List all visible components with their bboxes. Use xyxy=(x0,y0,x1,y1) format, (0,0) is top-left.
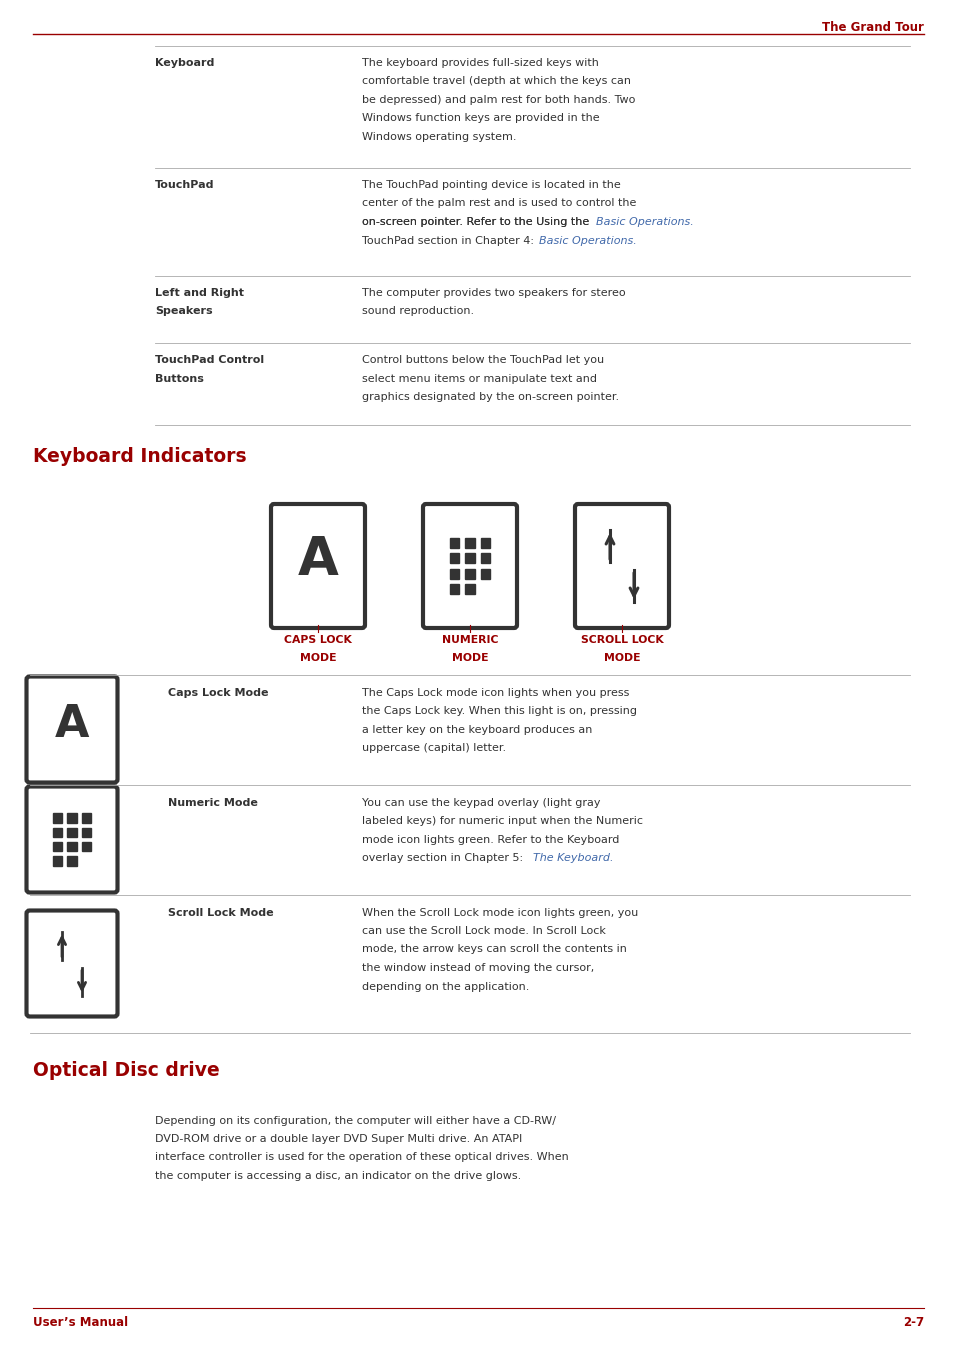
Bar xyxy=(68,857,76,866)
Text: comfortable travel (depth at which the keys can: comfortable travel (depth at which the k… xyxy=(361,77,630,86)
Text: Caps Lock Mode: Caps Lock Mode xyxy=(168,688,268,697)
Text: be depressed) and palm rest for both hands. Two: be depressed) and palm rest for both han… xyxy=(361,95,635,105)
Text: a letter key on the keyboard produces an: a letter key on the keyboard produces an xyxy=(361,724,592,735)
Bar xyxy=(449,569,459,578)
Text: select menu items or manipulate text and: select menu items or manipulate text and xyxy=(361,373,597,384)
Bar xyxy=(53,828,62,838)
FancyBboxPatch shape xyxy=(27,911,117,1016)
Text: the computer is accessing a disc, an indicator on the drive glows.: the computer is accessing a disc, an ind… xyxy=(154,1171,520,1181)
Text: Keyboard Indicators: Keyboard Indicators xyxy=(33,447,247,466)
Text: uppercase (capital) letter.: uppercase (capital) letter. xyxy=(361,743,506,753)
Text: A: A xyxy=(54,703,90,746)
Text: Depending on its configuration, the computer will either have a CD-RW/: Depending on its configuration, the comp… xyxy=(154,1116,556,1125)
Text: Left and Right: Left and Right xyxy=(154,288,244,299)
Bar xyxy=(53,813,62,823)
Text: TouchPad: TouchPad xyxy=(154,180,214,190)
Bar xyxy=(464,569,475,578)
Text: 2-7: 2-7 xyxy=(902,1316,923,1329)
Text: NUMERIC: NUMERIC xyxy=(441,635,497,644)
FancyBboxPatch shape xyxy=(271,504,365,628)
Text: The TouchPad pointing device is located in the: The TouchPad pointing device is located … xyxy=(361,180,620,190)
FancyBboxPatch shape xyxy=(422,504,517,628)
Text: DVD-ROM drive or a double layer DVD Super Multi drive. An ATAPI: DVD-ROM drive or a double layer DVD Supe… xyxy=(154,1133,521,1144)
Text: The Caps Lock mode icon lights when you press: The Caps Lock mode icon lights when you … xyxy=(361,688,629,697)
Text: graphics designated by the on-screen pointer.: graphics designated by the on-screen poi… xyxy=(361,392,618,403)
Bar xyxy=(449,554,459,563)
Text: CAPS LOCK: CAPS LOCK xyxy=(284,635,352,644)
Bar xyxy=(464,554,475,563)
Bar xyxy=(53,857,62,866)
Text: on-screen pointer. Refer to the Using the: on-screen pointer. Refer to the Using th… xyxy=(361,218,589,227)
Text: Basic Operations.: Basic Operations. xyxy=(538,235,636,246)
Text: depending on the application.: depending on the application. xyxy=(361,981,529,992)
Text: Buttons: Buttons xyxy=(154,373,204,384)
FancyBboxPatch shape xyxy=(27,677,117,782)
Text: The Keyboard.: The Keyboard. xyxy=(533,852,613,863)
Text: MODE: MODE xyxy=(603,653,639,662)
Bar xyxy=(82,828,91,838)
Bar xyxy=(82,842,91,851)
Text: MODE: MODE xyxy=(452,653,488,662)
Text: TouchPad Control: TouchPad Control xyxy=(154,355,264,365)
Text: the Caps Lock key. When this light is on, pressing: the Caps Lock key. When this light is on… xyxy=(361,707,637,716)
Text: labeled keys) for numeric input when the Numeric: labeled keys) for numeric input when the… xyxy=(361,816,642,825)
Bar xyxy=(68,842,76,851)
Text: on-screen pointer. Refer to the Using the: on-screen pointer. Refer to the Using th… xyxy=(361,218,589,227)
FancyBboxPatch shape xyxy=(27,786,117,893)
Text: mode, the arrow keys can scroll the contents in: mode, the arrow keys can scroll the cont… xyxy=(361,944,626,955)
Text: SCROLL LOCK: SCROLL LOCK xyxy=(580,635,662,644)
Text: the window instead of moving the cursor,: the window instead of moving the cursor, xyxy=(361,963,594,973)
Text: sound reproduction.: sound reproduction. xyxy=(361,307,474,316)
Text: Scroll Lock Mode: Scroll Lock Mode xyxy=(168,908,274,917)
Bar xyxy=(480,569,490,578)
Text: MODE: MODE xyxy=(299,653,335,662)
Text: center of the palm rest and is used to control the: center of the palm rest and is used to c… xyxy=(361,199,636,208)
Text: Keyboard: Keyboard xyxy=(154,58,214,68)
Bar xyxy=(68,813,76,823)
Text: A: A xyxy=(297,534,338,586)
Text: overlay section in Chapter 5:: overlay section in Chapter 5: xyxy=(361,852,526,863)
Text: Optical Disc drive: Optical Disc drive xyxy=(33,1061,219,1079)
Bar xyxy=(480,538,490,547)
Bar xyxy=(82,813,91,823)
Text: Speakers: Speakers xyxy=(154,307,213,316)
Bar xyxy=(480,554,490,563)
Bar xyxy=(449,538,459,547)
Text: When the Scroll Lock mode icon lights green, you: When the Scroll Lock mode icon lights gr… xyxy=(361,908,638,917)
Text: mode icon lights green. Refer to the Keyboard: mode icon lights green. Refer to the Key… xyxy=(361,835,618,844)
Text: can use the Scroll Lock mode. In Scroll Lock: can use the Scroll Lock mode. In Scroll … xyxy=(361,925,605,936)
Text: interface controller is used for the operation of these optical drives. When: interface controller is used for the ope… xyxy=(154,1152,568,1162)
Bar xyxy=(68,828,76,838)
Text: Numeric Mode: Numeric Mode xyxy=(168,797,257,808)
Text: The computer provides two speakers for stereo: The computer provides two speakers for s… xyxy=(361,288,625,299)
Bar xyxy=(464,538,475,547)
Text: TouchPad section in Chapter 4:: TouchPad section in Chapter 4: xyxy=(361,235,537,246)
Text: You can use the keypad overlay (light gray: You can use the keypad overlay (light gr… xyxy=(361,797,599,808)
Text: Basic Operations.: Basic Operations. xyxy=(595,218,693,227)
Bar xyxy=(464,584,475,594)
Text: Control buttons below the TouchPad let you: Control buttons below the TouchPad let y… xyxy=(361,355,603,365)
Bar xyxy=(53,842,62,851)
Text: User’s Manual: User’s Manual xyxy=(33,1316,128,1329)
Text: The keyboard provides full-sized keys with: The keyboard provides full-sized keys wi… xyxy=(361,58,598,68)
Text: Windows operating system.: Windows operating system. xyxy=(361,132,516,142)
FancyBboxPatch shape xyxy=(575,504,668,628)
Bar xyxy=(449,584,459,594)
Text: The Grand Tour: The Grand Tour xyxy=(821,22,923,34)
Text: Windows function keys are provided in the: Windows function keys are provided in th… xyxy=(361,113,599,123)
